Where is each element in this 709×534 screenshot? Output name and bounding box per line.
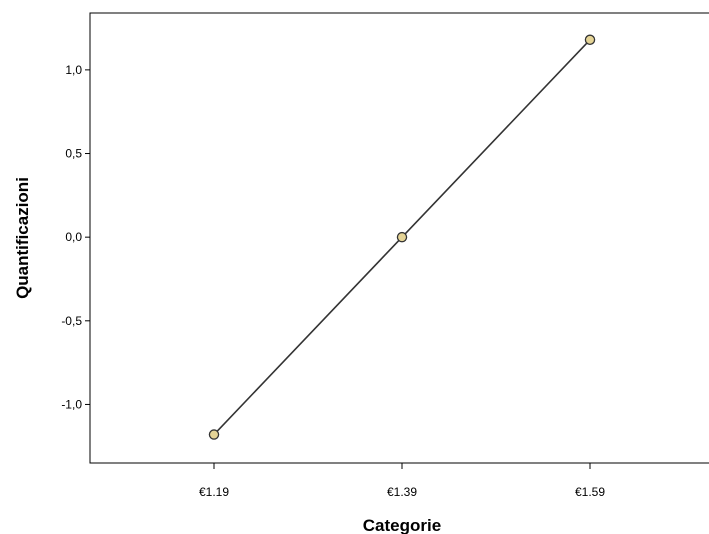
- data-point-marker: [584, 34, 596, 46]
- x-tick-label: €1.39: [387, 485, 417, 499]
- y-tick-label: 0,0: [65, 230, 82, 244]
- x-tick-label: €1.19: [199, 485, 229, 499]
- series-layer: [208, 34, 596, 440]
- y-axis-title: Quantificazioni: [13, 177, 32, 299]
- x-axis-title: Categorie: [363, 516, 441, 534]
- y-axis-ticks: -1,0 -0,5 0,0 0,5 1,0: [61, 63, 90, 411]
- y-tick-label: -1,0: [61, 397, 82, 411]
- data-point-marker: [396, 231, 408, 243]
- x-tick-label: €1.59: [575, 485, 605, 499]
- y-tick-label: -0,5: [61, 314, 82, 328]
- x-axis-ticks: €1.19 €1.39 €1.59: [199, 463, 605, 499]
- y-tick-label: 1,0: [65, 63, 82, 77]
- data-point-marker: [208, 429, 220, 440]
- y-tick-label: 0,5: [65, 147, 82, 161]
